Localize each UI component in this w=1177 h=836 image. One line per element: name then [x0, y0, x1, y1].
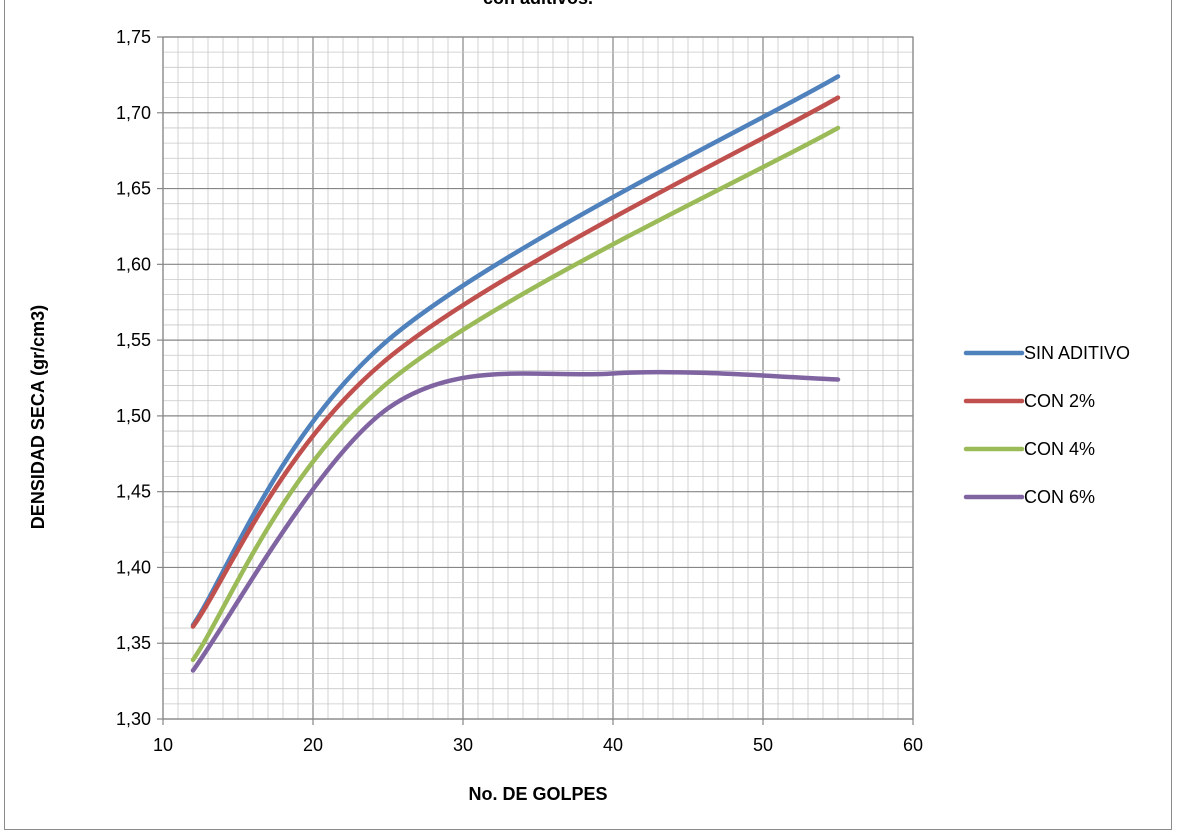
- x-axis-title: No. DE GOLPES: [468, 784, 607, 804]
- legend-label: CON 2%: [1024, 391, 1095, 411]
- x-tick-label: 60: [903, 735, 923, 755]
- series-line-3: [190, 125, 841, 663]
- y-tick-label: 1,65: [116, 179, 151, 199]
- x-tick-label: 40: [603, 735, 623, 755]
- plot-area-border: [162, 36, 914, 720]
- chart-frame: [4, 0, 1172, 830]
- y-tick-label: 1,30: [116, 709, 151, 729]
- x-tick-label: 10: [153, 735, 173, 755]
- y-tick-label: 1,40: [116, 557, 151, 577]
- y-tick-label: 1,70: [116, 103, 151, 123]
- y-axis-title: DENSIDAD SECA (gr/cm3): [28, 305, 48, 529]
- x-tick-label: 20: [303, 735, 323, 755]
- y-tick-label: 1,50: [116, 406, 151, 426]
- y-tick-label: 1,45: [116, 482, 151, 502]
- series-line-4: [190, 369, 841, 673]
- tick-labels: 10 20 30 40 50 60 1,30 1,35 1,40 1,45 1,50 1,55 1,60…: [116, 27, 923, 755]
- legend: SIN ADITIVO CON 2% CON 4% CON 6%: [963, 343, 1130, 507]
- legend-label: SIN ADITIVO: [1024, 343, 1130, 363]
- series-lines: [190, 74, 841, 673]
- chart-title: con aditivos.: [483, 0, 593, 8]
- y-tick-label: 1,35: [116, 633, 151, 653]
- y-tick-label: 1,55: [116, 330, 151, 350]
- grid: [162, 36, 914, 720]
- legend-label: CON 4%: [1024, 439, 1095, 459]
- y-tick-label: 1,60: [116, 254, 151, 274]
- y-tick-label: 1,75: [116, 27, 151, 47]
- legend-label: CON 6%: [1024, 487, 1095, 507]
- series-line-1: [190, 74, 841, 628]
- x-tick-label: 50: [753, 735, 773, 755]
- series-line-2: [190, 95, 841, 629]
- x-tick-label: 30: [453, 735, 473, 755]
